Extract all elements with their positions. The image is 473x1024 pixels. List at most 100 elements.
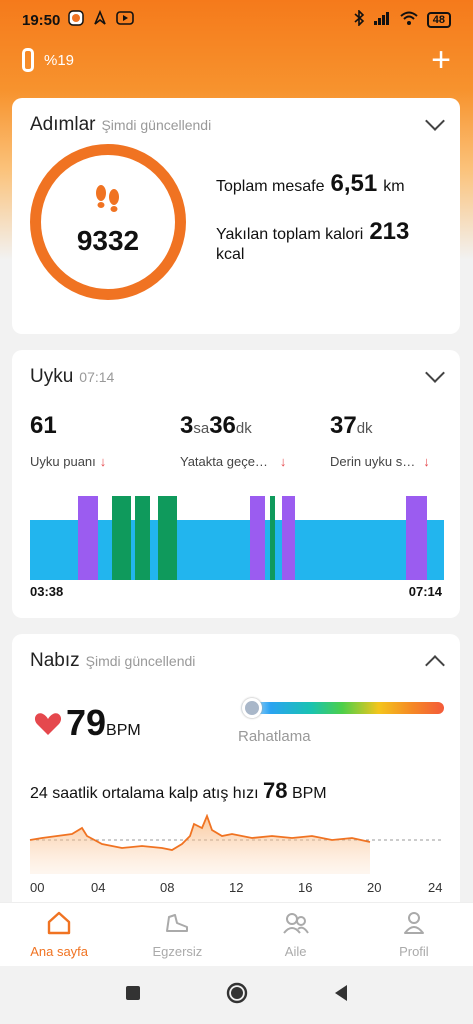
- nav-exercise[interactable]: Egzersiz: [118, 903, 236, 966]
- x-tick: 20: [367, 880, 382, 895]
- arrow-down-icon: ↓: [423, 454, 430, 469]
- sleep-score-value: 61: [30, 412, 57, 439]
- deep-minutes: 37: [330, 412, 357, 439]
- nav-profile[interactable]: Profil: [355, 903, 473, 966]
- steps-header: Adımlar Şimdi güncellendi: [30, 114, 211, 136]
- nav-home-label: Ana sayfa: [30, 943, 89, 959]
- nav-profile-label: Profil: [399, 943, 429, 959]
- chevron-down-icon[interactable]: [425, 363, 445, 383]
- nav-exercise-label: Egzersiz: [152, 943, 203, 959]
- bed-hours-unit: sa: [193, 420, 210, 437]
- steps-subtitle: Şimdi güncellendi: [101, 117, 212, 133]
- system-navigation: [0, 966, 473, 1024]
- x-tick: 08: [160, 880, 175, 895]
- steps-ring: 9332: [30, 144, 186, 300]
- chevron-down-icon[interactable]: [425, 111, 445, 131]
- bpm-value: 79: [66, 702, 107, 743]
- home-button-icon[interactable]: [225, 981, 249, 1010]
- sleep-stage-chart: [30, 496, 444, 580]
- signal-icon: [373, 11, 391, 29]
- navigation-icon: [92, 9, 108, 30]
- heart-rate-line: [29, 814, 371, 851]
- x-tick: 00: [30, 880, 45, 895]
- heart-rate-chart: [29, 814, 444, 874]
- steps-title: Adımlar: [30, 114, 96, 135]
- deep-minutes-unit: dk: [356, 420, 373, 437]
- calorie-value: 213: [369, 218, 410, 245]
- device-bar: %19 +: [0, 42, 473, 78]
- zone-indicator: [242, 698, 262, 718]
- rem-segment: [406, 496, 427, 580]
- distance-unit: km: [383, 178, 405, 195]
- rem-segment: [250, 496, 265, 580]
- rem-segment: [282, 496, 295, 580]
- x-tick: 12: [229, 880, 244, 895]
- sleep-subtitle: 07:14: [79, 369, 115, 385]
- steps-card[interactable]: Adımlar Şimdi güncellendi 9332 Toplam mes…: [12, 98, 460, 334]
- distance-row: Toplam mesafe 6,51 km: [216, 170, 405, 198]
- nav-home[interactable]: Ana sayfa: [0, 903, 118, 966]
- deep-sleep-label: Derin uyku s… ↓: [330, 454, 430, 469]
- avg-unit: BPM: [291, 785, 327, 802]
- calorie-label: Yakılan toplam kalori: [216, 226, 364, 243]
- x-tick: 16: [298, 880, 313, 895]
- deep-label-text: Derin uyku s…: [330, 454, 416, 469]
- deep-segment: [135, 496, 150, 580]
- rem-segment: [78, 496, 98, 580]
- time-in-bed-label: Yatakta geçe… ↓: [180, 454, 286, 469]
- sleep-header: Uyku 07:14: [30, 366, 114, 388]
- deep-segment: [158, 496, 177, 580]
- sleep-end-time: 07:14: [408, 584, 442, 599]
- band-battery: %19: [44, 51, 75, 69]
- nav-family-label: Aile: [284, 943, 307, 959]
- bed-minutes-unit: dk: [235, 420, 252, 437]
- bed-hours: 3: [180, 412, 194, 439]
- heart-zone-bar: [240, 702, 444, 714]
- status-bar: 19:50 48: [0, 0, 473, 40]
- heart-rate-card[interactable]: Nabız Şimdi güncellendi 79BPM Rahatlama 2…: [12, 634, 460, 902]
- family-icon: [282, 911, 310, 938]
- distance-label: Toplam mesafe: [216, 178, 325, 195]
- sleep-score: 61: [30, 412, 57, 440]
- arrow-down-icon: ↓: [99, 454, 107, 469]
- heart-subtitle: Şimdi güncellendi: [85, 653, 196, 669]
- bpm-unit: BPM: [106, 722, 141, 739]
- back-icon[interactable]: [333, 984, 349, 1007]
- current-bpm: 79BPM: [66, 702, 141, 744]
- sleep-score-text: Uyku puanı: [30, 454, 96, 469]
- wifi-icon: [399, 10, 419, 30]
- profile-icon: [401, 911, 427, 938]
- sleep-score-label: Uyku puanı ↓: [30, 454, 106, 469]
- shoe-icon: [163, 911, 191, 938]
- status-time: 19:50: [22, 11, 61, 29]
- home-icon: [46, 911, 72, 938]
- light-sleep-band: [30, 520, 444, 580]
- heart-title: Nabız: [30, 650, 80, 671]
- zone-label: Rahatlama: [238, 728, 311, 745]
- recents-icon[interactable]: [125, 985, 141, 1006]
- heart-icon: [34, 712, 62, 741]
- avg-heart-rate: 24 saatlik ortalama kalp atış hızı 78 BP…: [30, 778, 327, 804]
- distance-value: 6,51: [330, 170, 378, 197]
- footsteps-icon: [91, 183, 125, 222]
- x-tick: 04: [91, 880, 106, 895]
- sleep-title: Uyku: [30, 366, 74, 387]
- steps-count: 9332: [76, 225, 140, 256]
- band-icon[interactable]: [22, 48, 34, 72]
- heart-rate-area: [30, 816, 370, 874]
- youtube-icon: [116, 11, 135, 29]
- calorie-unit: kcal: [216, 246, 245, 263]
- battery-indicator: 48: [426, 12, 451, 28]
- bed-minutes: 36: [209, 412, 236, 439]
- x-tick: 24: [428, 880, 443, 895]
- chevron-up-icon[interactable]: [425, 655, 445, 675]
- deep-segment: [270, 496, 275, 580]
- bed-label-text: Yatakta geçe…: [180, 454, 268, 469]
- bottom-navigation: Ana sayfa Egzersiz Aile Profil: [0, 902, 473, 966]
- nav-family[interactable]: Aile: [237, 903, 355, 966]
- bluetooth-icon: [353, 9, 365, 30]
- add-button[interactable]: +: [431, 41, 451, 79]
- sleep-card[interactable]: Uyku 07:14 61 Uyku puanı ↓ 3sa36dk Yatakta…: [12, 350, 460, 618]
- deep-segment: [112, 496, 131, 580]
- avg-label: 24 saatlik ortalama kalp atış hızı: [30, 785, 259, 802]
